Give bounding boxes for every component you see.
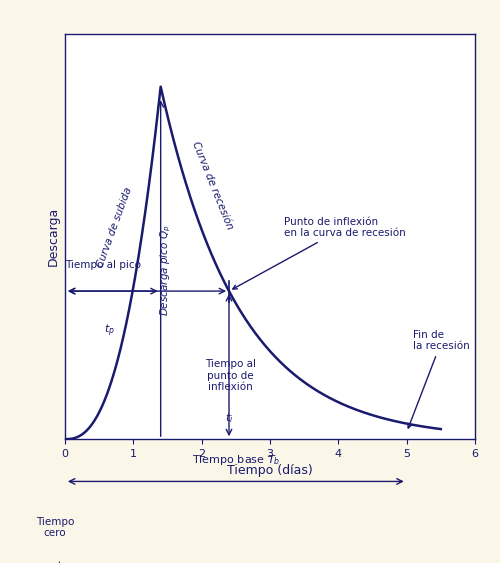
Text: Punto de inflexión
en la curva de recesión: Punto de inflexión en la curva de recesi… <box>233 217 406 289</box>
Text: $t_0$: $t_0$ <box>56 559 67 563</box>
Text: $t_p$: $t_p$ <box>104 323 115 339</box>
Text: Descarga pico $Q_p$: Descarga pico $Q_p$ <box>158 224 172 316</box>
Text: Fin de
la recesión: Fin de la recesión <box>408 330 470 428</box>
Text: Tiempo base $T_b$: Tiempo base $T_b$ <box>192 453 280 467</box>
Text: Tiempo al pico: Tiempo al pico <box>64 260 140 270</box>
Text: Tiempo
cero: Tiempo cero <box>36 517 74 538</box>
Text: Curva de recesión: Curva de recesión <box>190 140 234 231</box>
Text: Curva de subida: Curva de subida <box>95 186 134 269</box>
Y-axis label: Descarga: Descarga <box>46 207 60 266</box>
Text: Tiempo al
punto de
inflexión: Tiempo al punto de inflexión <box>205 359 256 392</box>
Text: $t_i$: $t_i$ <box>225 411 233 425</box>
X-axis label: Tiempo (días): Tiempo (días) <box>227 464 313 477</box>
